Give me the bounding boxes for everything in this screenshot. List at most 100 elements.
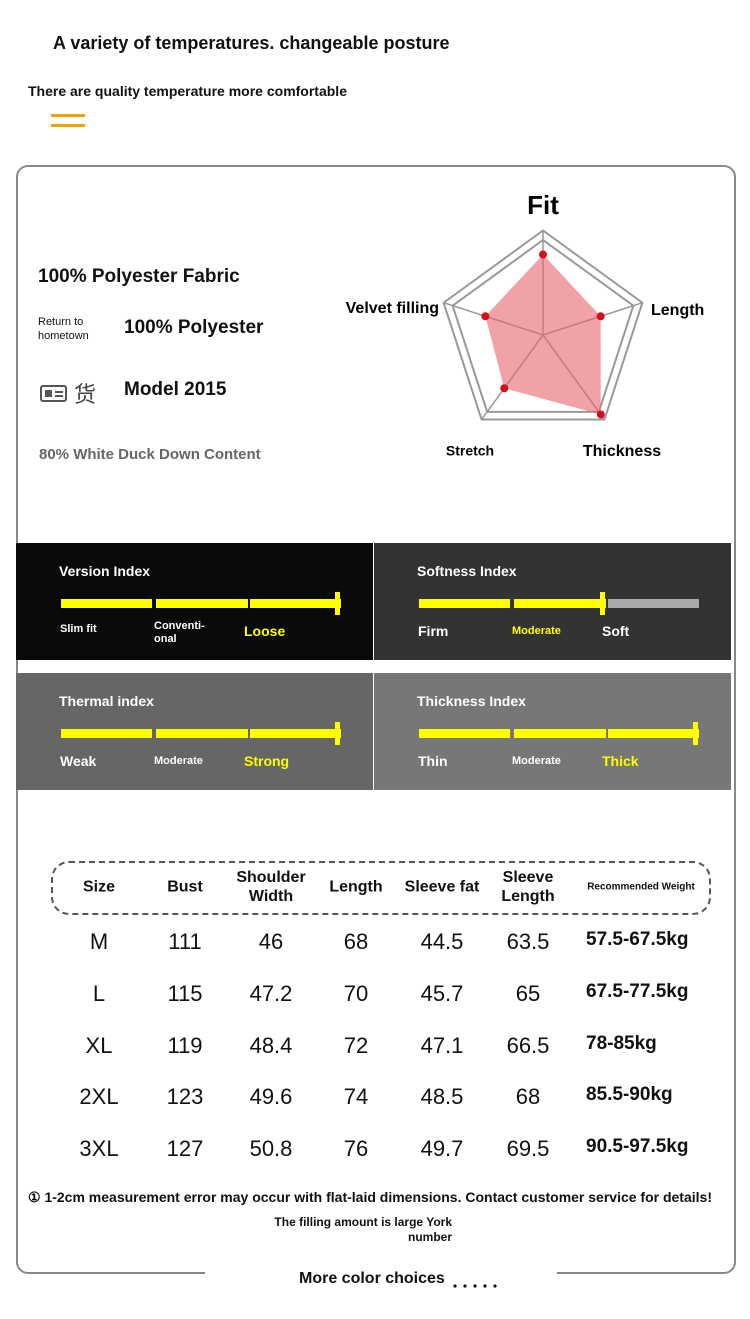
- table-cell: 49.6: [249, 1084, 293, 1110]
- table-cell: 46: [258, 929, 284, 954]
- index-segment: [156, 599, 248, 608]
- model-label: 货: [74, 382, 97, 407]
- radar-axis-label: Thickness: [583, 443, 661, 460]
- filling: The filling amount is large York number: [274, 1215, 452, 1244]
- radar-point: [596, 312, 605, 321]
- index-label: Loose: [244, 623, 286, 639]
- table-cell: 57.5-67.5kg: [586, 929, 689, 951]
- index-segment: [419, 599, 511, 608]
- table-cell: 47.2: [249, 980, 293, 1006]
- index-label: Moderate: [154, 755, 203, 767]
- table-cell: 49.7: [420, 1136, 464, 1162]
- table-cell: 74: [343, 1084, 369, 1110]
- table-cell: 111: [168, 929, 202, 954]
- index-label: Weak: [60, 753, 97, 769]
- table-cell: 48.5: [420, 1084, 464, 1110]
- table-cell: 119: [167, 1032, 203, 1058]
- table-cell: 2XL: [79, 1084, 119, 1110]
- table-cell: 72: [343, 1032, 369, 1058]
- index-segment: [249, 599, 341, 608]
- index-panel: Softness Index Firm Moderate Soft: [374, 543, 731, 660]
- table-cell: 90.5-97.5kg: [586, 1136, 689, 1158]
- index-label: Conventi-onal: [154, 620, 205, 645]
- index-marker: [335, 592, 340, 615]
- column-header: Recommended Weight: [587, 881, 695, 893]
- table-cell: 66.5: [506, 1032, 550, 1058]
- table-cell: 50.8: [249, 1136, 293, 1162]
- table-cell: 48.4: [249, 1032, 293, 1058]
- index-label: Moderate: [512, 755, 561, 767]
- column-header: Bust: [167, 878, 203, 896]
- index-segment: [607, 599, 699, 608]
- radar-point: [481, 312, 490, 321]
- index-segment: [607, 729, 699, 738]
- radar-axis-label: Fit: [527, 190, 559, 220]
- accent: [51, 124, 85, 127]
- table-cell: 70: [343, 980, 369, 1006]
- index-label: Thick: [602, 753, 639, 769]
- table-cell: 127: [166, 1136, 204, 1162]
- table-cell: 65: [515, 980, 541, 1006]
- table-cell: 69.5: [506, 1136, 550, 1162]
- table-cell: 76: [343, 1136, 369, 1162]
- table-cell: 78-85kg: [586, 1032, 657, 1054]
- table-header-box: [51, 861, 711, 915]
- index-title: Version Index: [59, 563, 151, 579]
- index-title: Thickness Index: [417, 693, 526, 709]
- index-marker: [335, 722, 340, 745]
- index-label: Strong: [244, 753, 290, 769]
- title: A variety of temperatures. changeable po…: [53, 33, 450, 53]
- table-cell: M: [89, 929, 109, 954]
- index-marker: [693, 722, 698, 745]
- index-panel: Thickness Index Thin Moderate Thick: [374, 673, 731, 790]
- index-segment: [61, 729, 153, 738]
- index-title: Thermal index: [59, 693, 154, 709]
- accent: [51, 114, 85, 117]
- radar-area: [485, 254, 601, 415]
- column-header: Shoulder Width: [236, 869, 306, 905]
- index-segment: [61, 599, 153, 608]
- column-header: Length: [329, 878, 383, 896]
- radar-axis-label: Stretch: [446, 443, 494, 459]
- origin-label: Return to hometown: [38, 316, 89, 342]
- radar-point: [500, 384, 509, 393]
- border-gap: [205, 1262, 557, 1282]
- radar-frame: [442, 229, 644, 421]
- index-label: Firm: [418, 623, 449, 639]
- table-cell: 67.5-77.5kg: [586, 981, 689, 1003]
- table-cell: 123: [166, 1084, 204, 1110]
- table-cell: 68: [515, 1084, 541, 1110]
- column-header: Sleeve Length: [501, 869, 555, 905]
- more-colors: More color choices: [299, 1270, 445, 1287]
- table-cell: 47.1: [420, 1032, 464, 1058]
- table-cell: 115: [167, 980, 203, 1006]
- table-cell: L: [92, 980, 106, 1006]
- radar-axis-label: Length: [651, 302, 704, 319]
- subtitle: There are quality temperature more comfo…: [28, 83, 347, 99]
- index-segment: [249, 729, 341, 738]
- table-cell: 45.7: [420, 980, 464, 1006]
- table-cell: 44.5: [420, 929, 464, 954]
- origin-value: 100% Polyester: [124, 317, 264, 338]
- index-segment: [419, 729, 511, 738]
- index-panel: Version Index Slim fit Conventi-onal Loose: [16, 543, 373, 660]
- table-cell: XL: [85, 1032, 113, 1058]
- model-value: Model 2015: [124, 379, 227, 400]
- index-label: Thin: [418, 753, 448, 769]
- table-cell: 3XL: [79, 1136, 119, 1162]
- radar-point: [539, 250, 547, 259]
- index-marker: [599, 592, 605, 615]
- note: ① 1-2cm measurement error may occur with…: [28, 1189, 712, 1205]
- column-header: Size: [82, 878, 115, 896]
- index-segment: [514, 599, 606, 608]
- table-cell: 68: [343, 929, 369, 954]
- down: 80% White Duck Down Content: [39, 446, 261, 463]
- index-segment: [156, 729, 248, 738]
- index-label: Slim fit: [60, 623, 97, 635]
- index-title: Softness Index: [417, 563, 517, 579]
- index-label: Soft: [602, 623, 630, 639]
- radar-axis-label: Velvet filling: [346, 300, 439, 317]
- id-icon: [40, 385, 67, 402]
- radar-point: [596, 410, 605, 419]
